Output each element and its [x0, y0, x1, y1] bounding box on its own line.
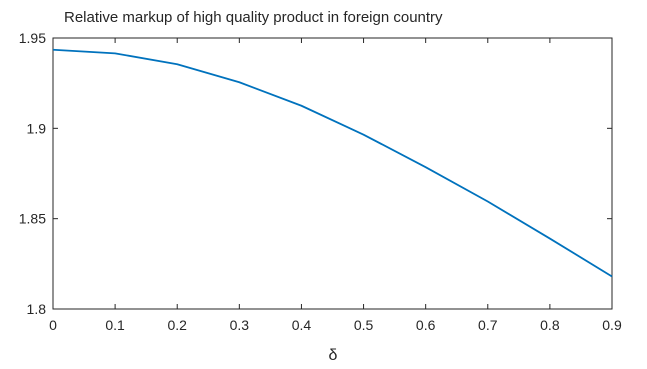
series-layer [52, 48, 613, 278]
x-tick-label: 0 [49, 317, 57, 333]
x-tick-label: 0.2 [167, 317, 187, 333]
series-line [52, 48, 613, 278]
y-tick-label: 1.8 [27, 301, 47, 317]
plot-area [52, 37, 613, 310]
y-tick-label: 1.9 [27, 120, 47, 136]
x-tick-label: 0.4 [292, 317, 312, 333]
x-tick-label: 0.6 [416, 317, 436, 333]
x-axis: 0 0.1 0.2 0.3 0.4 0.5 0.6 0.7 0.8 0.9 [49, 38, 622, 333]
axes-box [52, 37, 613, 310]
x-tick-label: 0.5 [354, 317, 374, 333]
y-axis: 1.8 1.85 1.9 1.95 [19, 30, 612, 317]
x-tick-label: 0.3 [230, 317, 250, 333]
x-tick-label: 0.7 [478, 317, 498, 333]
x-tick-label: 0.1 [105, 317, 125, 333]
y-tick-label: 1.95 [19, 30, 46, 46]
y-tick-label: 1.85 [19, 211, 46, 227]
x-tick-label: 0.8 [540, 317, 560, 333]
x-axis-label: δ [329, 347, 338, 364]
x-tick-label: 0.9 [602, 317, 622, 333]
chart-title: Relative markup of high quality product … [64, 9, 443, 26]
